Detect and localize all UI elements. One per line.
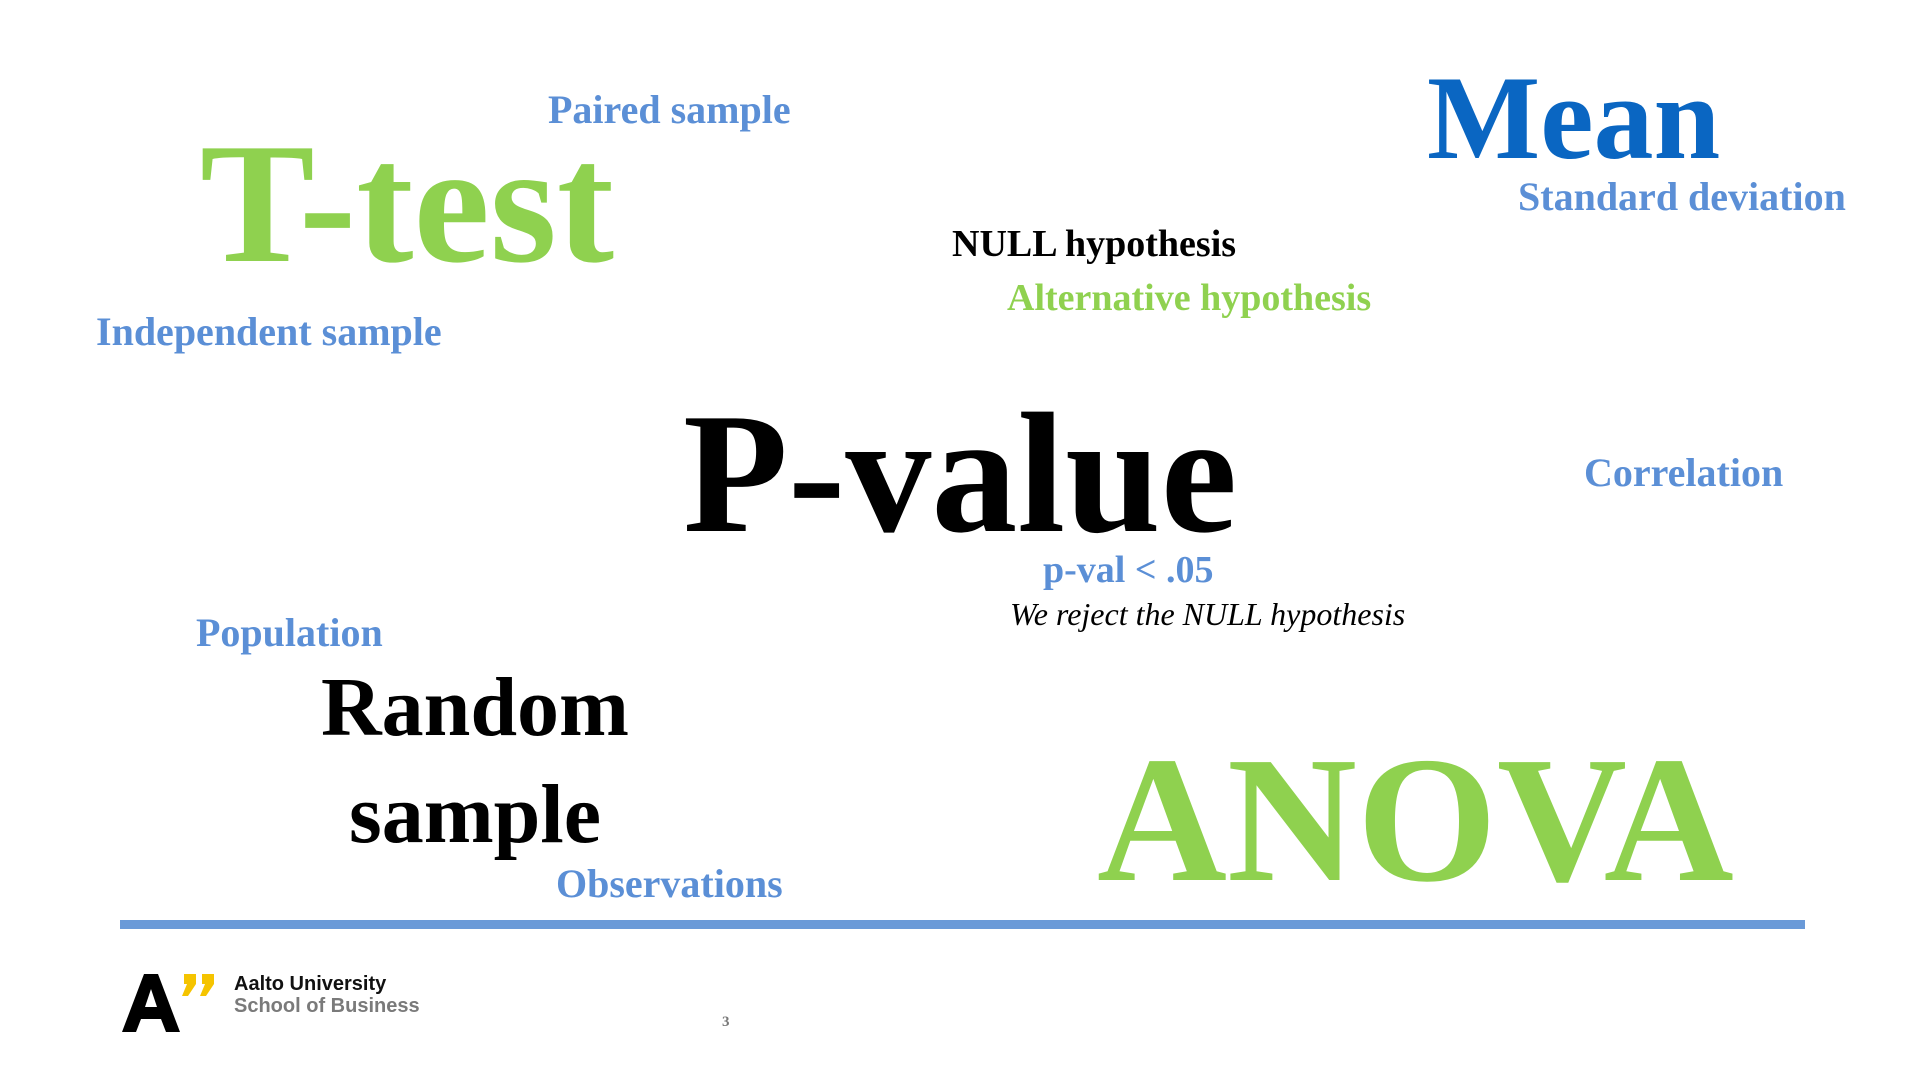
word-alternative-hypothesis: Alternative hypothesis bbox=[1007, 277, 1372, 319]
logo-university-name: Aalto University bbox=[234, 973, 387, 995]
word-t-test: T-test bbox=[200, 109, 615, 299]
word-independent-sample: Independent sample bbox=[96, 309, 442, 354]
divider-rule bbox=[120, 920, 1805, 929]
logo-school-name: School of Business bbox=[234, 995, 420, 1017]
word-reject-statement: We reject the NULL hypothesis bbox=[1010, 596, 1406, 632]
word-mean: Mean bbox=[1427, 51, 1721, 184]
word-null-hypothesis: NULL hypothesis bbox=[952, 223, 1237, 265]
word-population: Population bbox=[196, 610, 383, 655]
aalto-logo: Aalto University School of Business bbox=[122, 970, 482, 1040]
word-standard-deviation: Standard deviation bbox=[1518, 174, 1846, 219]
aalto-logo-mark-icon bbox=[122, 974, 214, 1032]
word-random-sample: Random sample bbox=[320, 661, 630, 861]
word-correlation: Correlation bbox=[1584, 450, 1784, 495]
word-p-val-threshold: p-val < .05 bbox=[1043, 549, 1214, 591]
word-observations: Observations bbox=[556, 861, 783, 906]
word-p-value: P-value bbox=[683, 379, 1238, 569]
word-anova: ANOVA bbox=[1097, 720, 1734, 919]
word-paired-sample: Paired sample bbox=[548, 87, 791, 132]
page-number: 3 bbox=[722, 1014, 730, 1030]
